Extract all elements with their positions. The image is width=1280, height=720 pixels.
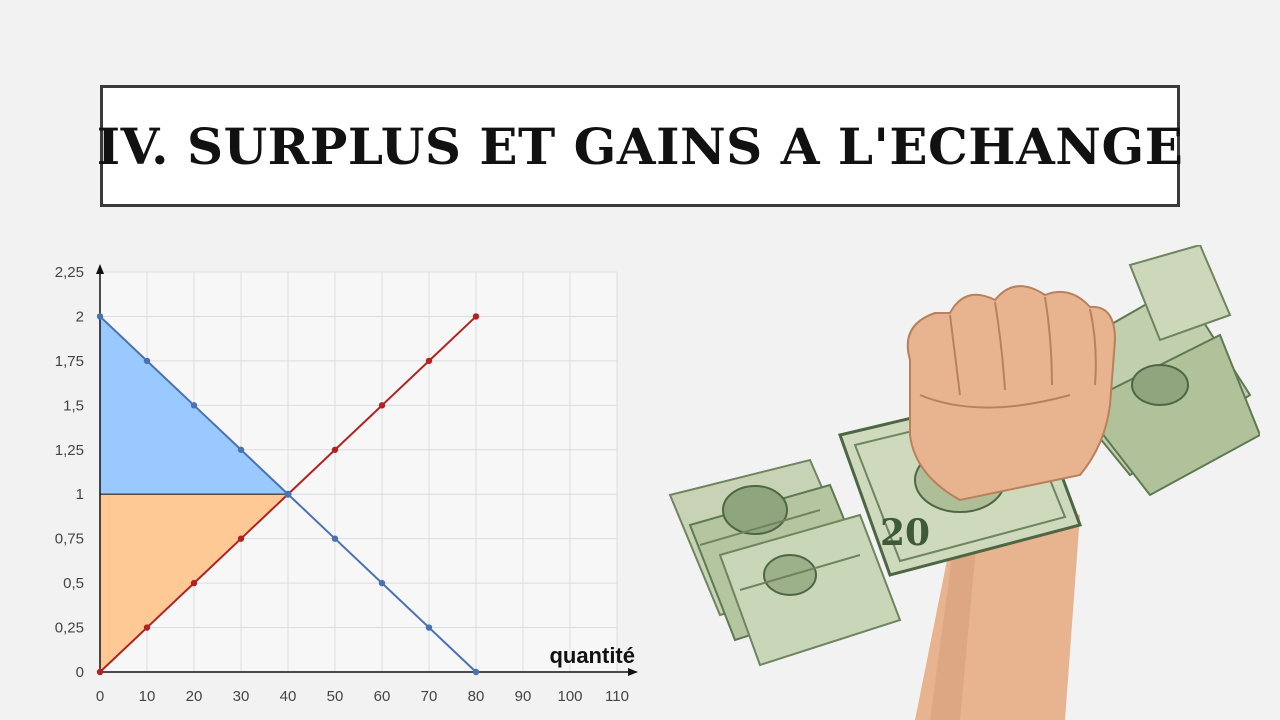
x-tick-label: 110 [605,688,629,705]
surplus-chart: 0 10 20 30 40 50 60 70 80 90 100 110 0 0,25 0,5 0,75 1 1,… [55,264,638,705]
series-point-1 [237,446,245,453]
equilibrium-point [284,490,292,498]
x-tick-label: 80 [468,688,485,705]
series-point-1 [96,313,104,320]
y-tick-label: 1,5 [63,397,84,414]
series-point-1 [425,624,433,631]
y-tick-label: 1,25 [55,442,84,459]
fist-holding-cash-icon: 20 [668,245,1260,720]
x-tick-label: 40 [280,688,297,705]
x-tick-label: 0 [96,688,104,705]
series-point-2 [143,624,151,631]
series-point-1 [472,668,480,676]
series-point-2 [190,579,198,587]
x-axis-title: quantité [549,643,635,668]
y-tick-label: 0 [76,664,84,681]
x-tick-label: 60 [374,688,391,705]
series-point-1 [331,535,339,542]
x-tick-label: 90 [515,688,532,705]
series-point-2 [331,446,339,453]
y-tick-label: 1 [76,486,84,503]
series-point-1 [190,402,198,409]
y-tick-label: 0,25 [55,620,84,637]
series-point-2 [237,535,245,542]
series-point-1 [378,579,386,587]
x-tick-label: 20 [186,688,203,705]
y-tick-label: 0,75 [55,531,84,548]
slide-title: IV. SURPLUS ET GAINS A L'ECHANGE [96,116,1184,176]
x-axis-arrow [628,668,638,676]
x-tick-label: 30 [233,688,250,705]
bill-denomination: 20 [880,512,930,554]
y-tick-label: 0,5 [63,575,84,592]
series-point-2 [378,402,386,409]
cash-bundle-left [668,458,902,667]
series-point-2 [472,313,480,320]
title-box: IV. SURPLUS ET GAINS A L'ECHANGE [97,85,1183,207]
series-point-2 [425,357,433,365]
y-tick-label: 2,25 [55,264,84,281]
series-point-1 [143,357,151,365]
x-tick-label: 70 [421,688,438,705]
fist [906,285,1117,502]
y-tick-label: 2 [76,308,84,325]
x-tick-label: 10 [139,688,156,705]
series-point-2 [96,668,104,676]
y-axis-arrow [96,264,104,274]
x-tick-label: 100 [557,688,582,705]
y-tick-label: 1,75 [55,353,84,370]
x-tick-label: 50 [327,688,344,705]
